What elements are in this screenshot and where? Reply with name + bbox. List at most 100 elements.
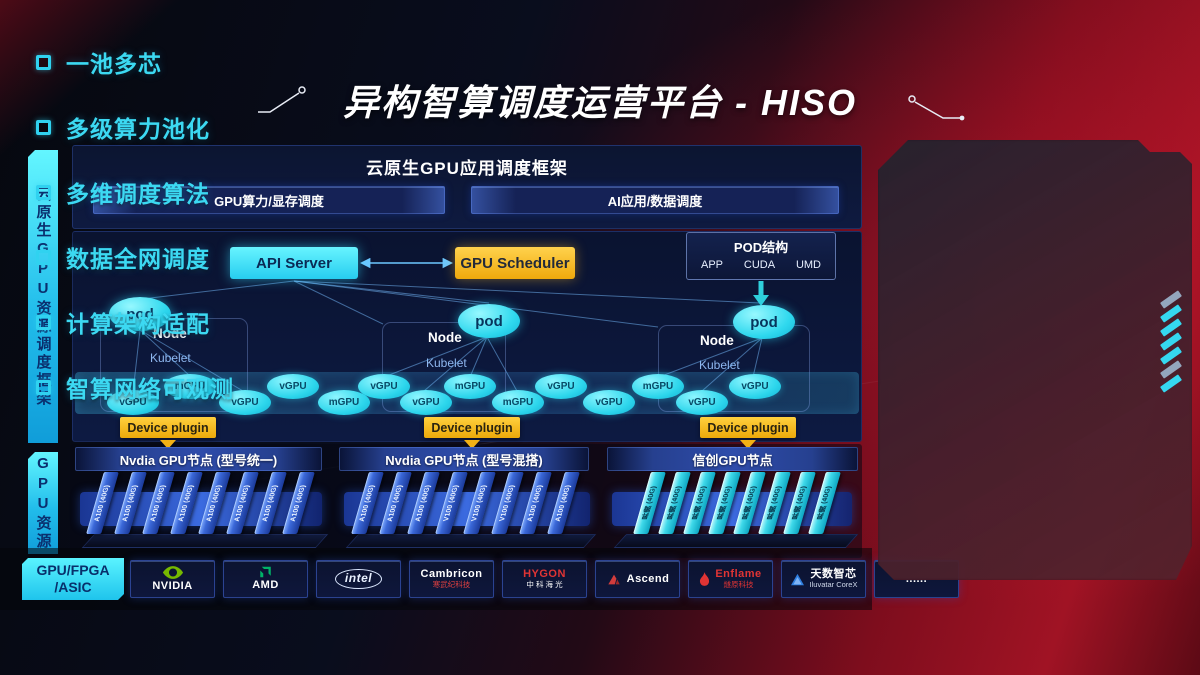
gpu-card-label: A100 (40G) (149, 484, 168, 522)
gpu-card: A100 (40G) (86, 472, 119, 534)
feature-text: 智算网络可观测 (66, 376, 234, 402)
gpu-card: A100 (40G) (407, 472, 440, 534)
vgpu-ellipse: vGPU (400, 390, 452, 415)
square-bullet-icon (36, 184, 51, 200)
gpu-card-label: A100 (40G) (526, 484, 545, 522)
feature-text: 计算架构适配 (66, 311, 210, 337)
device-plugin-box: Device plugin (424, 417, 520, 438)
features-panel (878, 140, 1192, 580)
vendor-text: HYGON 中 科 海 光 (523, 568, 566, 589)
vgpu-ellipse: vGPU (583, 390, 635, 415)
vendor-subname: 寒武纪科技 (432, 580, 471, 589)
vgpu-ellipse: vGPU (358, 374, 410, 399)
framework-header: 云原生GPU应用调度框架 (366, 159, 568, 178)
vgpu-ellipse: vGPU (219, 390, 271, 415)
gpu-card: A100 (40G) (379, 472, 412, 534)
ascend-icon (606, 573, 622, 586)
gpu-card: A100 (40G) (142, 472, 175, 534)
vendor-text: Ascend (627, 573, 670, 586)
mgpu-ellipse: mGPU (492, 390, 544, 415)
vendor-text: AMD (252, 579, 279, 592)
feature-text: 多级算力池化 (66, 116, 210, 142)
gpu-card: A100 (40G) (198, 472, 231, 534)
node-box-1 (100, 318, 248, 412)
vendor-text: NVIDIA (152, 580, 192, 593)
vendor-name: 天数智芯 (810, 568, 857, 581)
gpu-card-label: V100 (40G) (442, 484, 461, 522)
vgpu-ellipse: vGPU (535, 374, 587, 399)
square-bullet-icon (36, 54, 51, 70)
vendor-name: NVIDIA (152, 579, 193, 592)
square-bullet-icon (36, 119, 51, 135)
gpu-card-label: 昇腾 (40G) (741, 486, 758, 520)
mgpu-ellipse: mGPU (444, 374, 496, 399)
gpu-card-label: A100 (40G) (205, 484, 224, 522)
vendor-text: intel (334, 569, 383, 589)
gpu-card-label: A100 (40G) (386, 484, 405, 522)
vendor-label-line2: /ASIC (54, 579, 92, 595)
pod-layer-app: APP (701, 259, 724, 271)
feature-item: 计算架构适配 (36, 306, 1200, 338)
mgpu-ellipse: mGPU (164, 374, 216, 399)
down-arrow-icon (740, 440, 756, 449)
square-bullet-icon (36, 379, 51, 395)
gpu-card-label: 昇腾 (40G) (716, 486, 733, 520)
vendor-enflame: Enflame 燧原科技 (688, 560, 773, 598)
amd-icon (259, 566, 272, 578)
gpu-card-label: A100 (40G) (121, 484, 140, 522)
gpu-card-label: A100 (40G) (93, 484, 112, 522)
vendor-name: HYGON (523, 568, 566, 581)
feature-text: 多维调度算法 (66, 181, 210, 207)
gpu-card-label: A100 (40G) (554, 484, 573, 522)
hazard-stripes-decoration (1159, 290, 1183, 393)
gpu-card-label: A100 (40G) (233, 484, 252, 522)
feature-text: 数据全网调度 (66, 246, 210, 272)
vendor-label-line1: GPU/FPGA (36, 562, 110, 579)
features-list: 一池多芯多级算力池化 多维调度算法 数据全网调度 计算架构适配 智算网络可观测 (36, 46, 1200, 403)
vendor-cambricon: Cambricon 寒武纪科技 (409, 560, 494, 598)
down-arrow-icon (160, 440, 176, 449)
sidebar-label-text: 云原生GPU资源调度框架 (34, 185, 52, 408)
api-server-box: API Server (230, 247, 358, 279)
feature-item: 一池多芯 (36, 46, 1200, 78)
flame-icon (699, 571, 710, 587)
mgpu-ellipse: mGPU (632, 374, 684, 399)
iluvatar-icon (790, 573, 805, 586)
vendor-text: Enflame 燧原科技 (715, 568, 761, 589)
pod-structure-box: POD结构 APP CUDA UMD (686, 232, 836, 280)
gpu-card-label: 昇腾 (40G) (641, 486, 658, 520)
vendor-iluvatar: 天数智芯 Iluvatar CoreX (781, 560, 866, 598)
vendor-amd: AMD (223, 560, 308, 598)
square-bullet-icon (36, 314, 51, 330)
gpu-card-label: 昇腾 (40G) (691, 486, 708, 520)
vgpu-ellipse: vGPU (729, 374, 781, 399)
circuit-decoration-left (258, 86, 306, 113)
framework-bar-gpu-compute: GPU算力/显存调度 (93, 186, 445, 214)
pod-structure-title: POD结构 (733, 240, 789, 255)
node-row-header-uniform: Nvdia GPU节点 (型号统一) (75, 447, 322, 471)
gpu-card: V100 (40G) (491, 472, 524, 534)
gpu-card: A100 (40G) (226, 472, 259, 534)
gpu-card: V100 (40G) (435, 472, 468, 534)
gpu-card-label: A100 (40G) (358, 484, 377, 522)
vendor-intel: intel (316, 560, 401, 598)
vendor-name: intel (334, 569, 383, 589)
gpu-card: A100 (40G) (351, 472, 384, 534)
device-plugin-box: Device plugin (700, 417, 796, 438)
feature-item: 智算网络可观测 (36, 371, 1200, 403)
vendor-text: Cambricon 寒武纪科技 (421, 568, 483, 589)
vendor-name: AMD (252, 579, 279, 592)
gpu-card-label: V100 (40G) (470, 484, 489, 522)
vgpu-ellipse: vGPU (107, 390, 159, 415)
pod-layer-cuda: CUDA (743, 259, 776, 271)
sidebar-label-text: GPU资源 (34, 455, 52, 551)
nvidia-icon (162, 565, 184, 579)
vendor-name: Ascend (626, 572, 670, 585)
gpu-card-label: 昇腾 (40G) (791, 486, 808, 520)
mgpu-ellipse: mGPU (318, 390, 370, 415)
feature-item: 多维调度算法 (36, 176, 1200, 208)
gpu-card: V100 (40G) (463, 472, 496, 534)
feature-item: 多级算力池化 (36, 111, 1200, 143)
